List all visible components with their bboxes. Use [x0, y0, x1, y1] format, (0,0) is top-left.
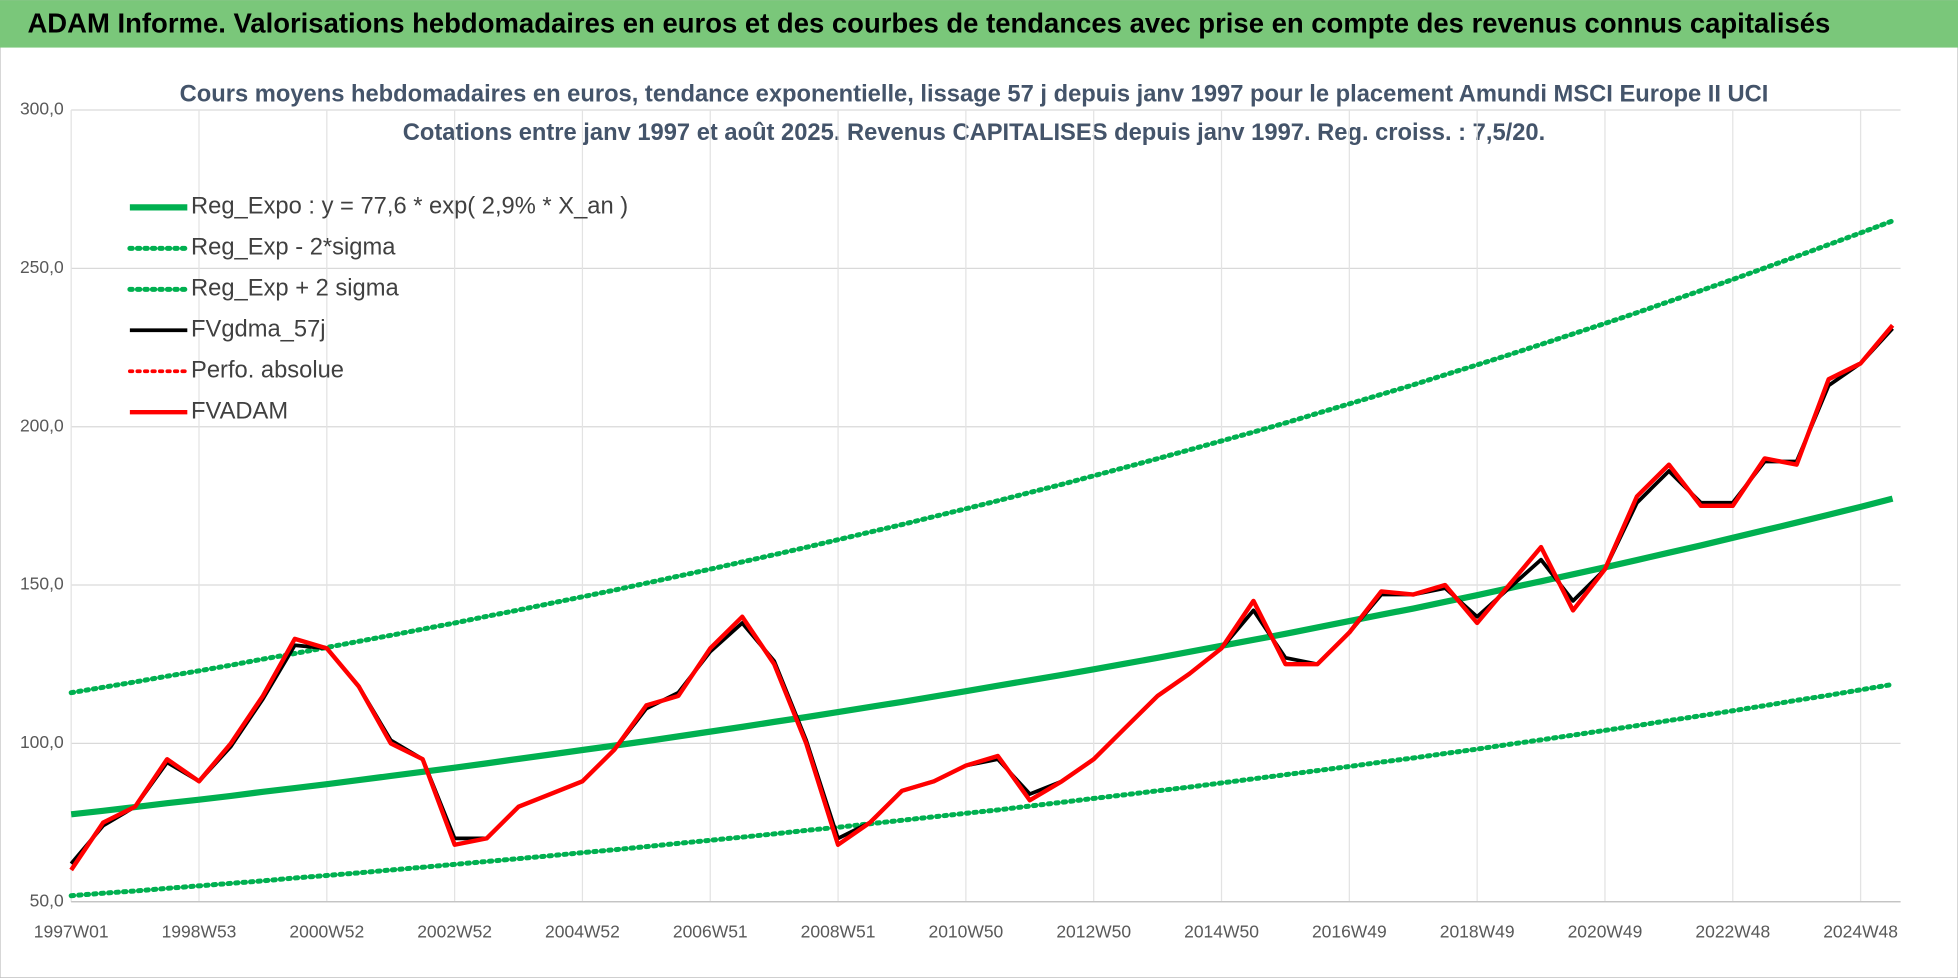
y-tick-label: 150,0 — [20, 574, 64, 594]
x-tick-label: 2000W52 — [289, 922, 364, 942]
series-line — [68, 218, 1896, 696]
y-tick-label: 200,0 — [20, 415, 64, 435]
y-tick-label: 50,0 — [30, 890, 64, 910]
legend-label: FVgdma_57j — [191, 317, 325, 343]
legend-label: Reg_Exp - 2*sigma — [191, 235, 396, 261]
header-bar — [0, 0, 1958, 48]
legend-label: Perfo. absolue — [191, 358, 344, 384]
x-tick-label: 2022W48 — [1695, 922, 1770, 942]
x-tick-label: 2004W52 — [545, 922, 620, 942]
x-tick-label: 2018W49 — [1440, 922, 1515, 942]
x-tick-label: 2020W49 — [1568, 922, 1643, 942]
x-tick-label: 1997W01 — [34, 922, 109, 942]
x-tick-label: 2024W48 — [1823, 922, 1898, 942]
legend-label: FVADAM — [191, 398, 288, 424]
x-tick-label: 1998W53 — [162, 922, 237, 942]
legend-label: Reg_Expo : y = 77,6 * exp( 2,9% * X_an ) — [191, 194, 628, 220]
x-tick-label: 2016W49 — [1312, 922, 1387, 942]
series-line — [70, 495, 1894, 818]
y-tick-label: 100,0 — [20, 732, 64, 752]
x-tick-label: 2002W52 — [417, 922, 492, 942]
y-tick-label: 250,0 — [20, 257, 64, 277]
x-tick-label: 2014W50 — [1184, 922, 1259, 942]
series-line — [68, 681, 1896, 899]
series-line — [69, 323, 1895, 872]
x-tick-label: 2010W50 — [928, 922, 1003, 942]
chart-subtitle: Cotations entre janv 1997 et août 2025. … — [403, 120, 1545, 146]
x-tick-label: 2006W51 — [673, 922, 748, 942]
chart-title: Cours moyens hebdomadaires en euros, ten… — [180, 81, 1769, 107]
header-title: ADAM Informe. Valorisations hebdomadaire… — [27, 7, 1830, 38]
x-tick-label: 2012W50 — [1056, 922, 1131, 942]
y-tick-label: 300,0 — [20, 99, 64, 119]
x-tick-label: 2008W51 — [801, 922, 876, 942]
legend-label: Reg_Exp + 2 sigma — [191, 276, 399, 302]
